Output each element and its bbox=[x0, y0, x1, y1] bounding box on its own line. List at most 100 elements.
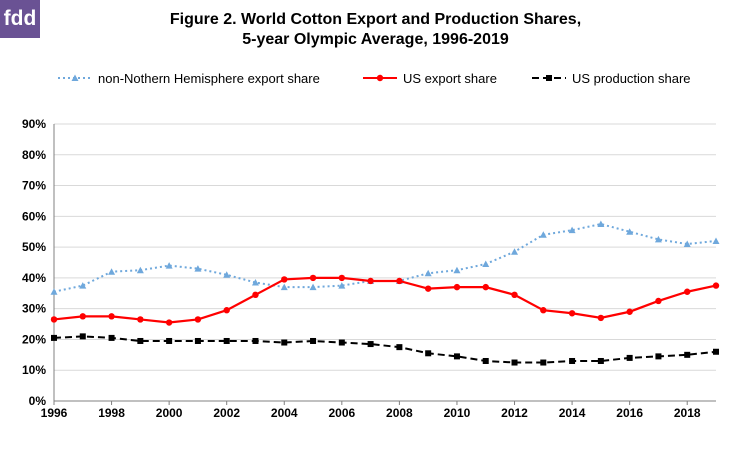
data-point bbox=[137, 337, 144, 344]
data-point bbox=[453, 266, 461, 274]
series-1 bbox=[50, 274, 720, 326]
x-tick-label: 2010 bbox=[444, 406, 471, 420]
data-point bbox=[654, 235, 662, 243]
x-tick-label: 1996 bbox=[41, 406, 68, 420]
data-point bbox=[194, 316, 202, 323]
data-point bbox=[310, 337, 317, 344]
data-point bbox=[712, 237, 720, 244]
data-point bbox=[367, 341, 374, 348]
data-point bbox=[540, 307, 547, 314]
data-point bbox=[569, 357, 576, 364]
legend-marker bbox=[546, 75, 552, 81]
data-point bbox=[683, 240, 691, 248]
data-point bbox=[281, 276, 288, 283]
x-tick-label: 2018 bbox=[674, 406, 701, 420]
data-point bbox=[396, 344, 403, 351]
data-point bbox=[424, 269, 432, 277]
data-point bbox=[424, 285, 432, 292]
series-line bbox=[53, 276, 717, 324]
data-point bbox=[223, 307, 230, 314]
x-tick-label: 2014 bbox=[559, 406, 586, 420]
data-point bbox=[597, 314, 605, 322]
data-point bbox=[713, 348, 719, 355]
data-point bbox=[108, 268, 116, 275]
y-tick-label: 30% bbox=[22, 302, 46, 316]
data-point bbox=[482, 357, 489, 364]
y-tick-label: 60% bbox=[22, 209, 46, 223]
data-point bbox=[511, 359, 518, 366]
x-tick-label: 2012 bbox=[501, 406, 528, 420]
data-point bbox=[280, 283, 288, 291]
data-point bbox=[539, 231, 547, 238]
y-tick-label: 40% bbox=[22, 271, 46, 285]
data-point bbox=[568, 310, 576, 317]
legend-item-1: US export share bbox=[363, 71, 497, 86]
data-point bbox=[540, 359, 547, 366]
legend-label: non-Nothern Hemisphere export share bbox=[98, 71, 320, 86]
legend-label: US export share bbox=[403, 71, 497, 86]
data-point bbox=[482, 260, 490, 268]
x-tick-label: 2004 bbox=[271, 406, 298, 420]
data-point bbox=[338, 282, 346, 289]
data-point bbox=[684, 351, 691, 358]
data-point bbox=[252, 291, 259, 299]
y-tick-label: 0% bbox=[29, 394, 47, 408]
data-point bbox=[626, 308, 633, 315]
data-point bbox=[79, 333, 86, 340]
y-tick-label: 80% bbox=[22, 148, 46, 162]
data-point bbox=[309, 283, 317, 291]
x-tick-label: 2016 bbox=[616, 406, 643, 420]
data-point bbox=[166, 337, 173, 344]
data-point bbox=[50, 288, 58, 295]
data-point bbox=[108, 313, 115, 320]
data-point bbox=[51, 334, 57, 341]
legend-label: US production share bbox=[572, 71, 691, 86]
data-point bbox=[597, 357, 604, 364]
data-point bbox=[626, 228, 634, 235]
data-point bbox=[252, 337, 259, 344]
x-tick-label: 2000 bbox=[156, 406, 183, 420]
data-point bbox=[482, 283, 489, 291]
y-tick-label: 70% bbox=[22, 179, 46, 193]
data-point bbox=[425, 350, 432, 357]
x-tick-label: 2006 bbox=[328, 406, 355, 420]
x-tick-label: 2002 bbox=[213, 406, 240, 420]
data-point bbox=[194, 337, 201, 344]
data-point bbox=[396, 277, 403, 285]
legend-item-2: US production share bbox=[532, 71, 691, 86]
data-point bbox=[511, 248, 519, 255]
data-point bbox=[453, 353, 460, 360]
data-point bbox=[684, 288, 691, 295]
x-tick-label: 1998 bbox=[98, 406, 125, 420]
data-point bbox=[338, 274, 346, 282]
data-point bbox=[79, 282, 87, 289]
legend-marker bbox=[376, 74, 384, 82]
data-point bbox=[597, 220, 605, 228]
data-point bbox=[281, 339, 288, 346]
data-point bbox=[136, 266, 144, 274]
legend-item-0: non-Nothern Hemisphere export share bbox=[58, 71, 320, 86]
data-point bbox=[338, 339, 345, 346]
data-point bbox=[655, 353, 662, 360]
data-point bbox=[79, 313, 86, 320]
series-2 bbox=[51, 333, 719, 366]
data-point bbox=[568, 226, 576, 234]
x-axis-ticks: 1996 1998 2000 2002 2004 2006 2008 2010 2012 2014… bbox=[41, 401, 701, 420]
gridlines bbox=[53, 123, 716, 402]
data-point bbox=[309, 274, 317, 282]
data-point bbox=[223, 337, 230, 344]
series-0 bbox=[50, 220, 720, 295]
legend-marker bbox=[71, 74, 79, 81]
legend: non-Nothern Hemisphere export share US ex… bbox=[58, 71, 691, 86]
data-point bbox=[137, 316, 144, 323]
data-point bbox=[50, 316, 58, 323]
data-point bbox=[223, 271, 231, 278]
data-point bbox=[511, 291, 518, 299]
data-point bbox=[251, 279, 259, 286]
data-point bbox=[108, 334, 115, 341]
x-tick-label: 2008 bbox=[386, 406, 413, 420]
data-point bbox=[165, 319, 173, 326]
chart-subtitle: 5-year Olympic Average, 1996-2019 bbox=[242, 31, 509, 48]
series-group bbox=[50, 220, 720, 366]
